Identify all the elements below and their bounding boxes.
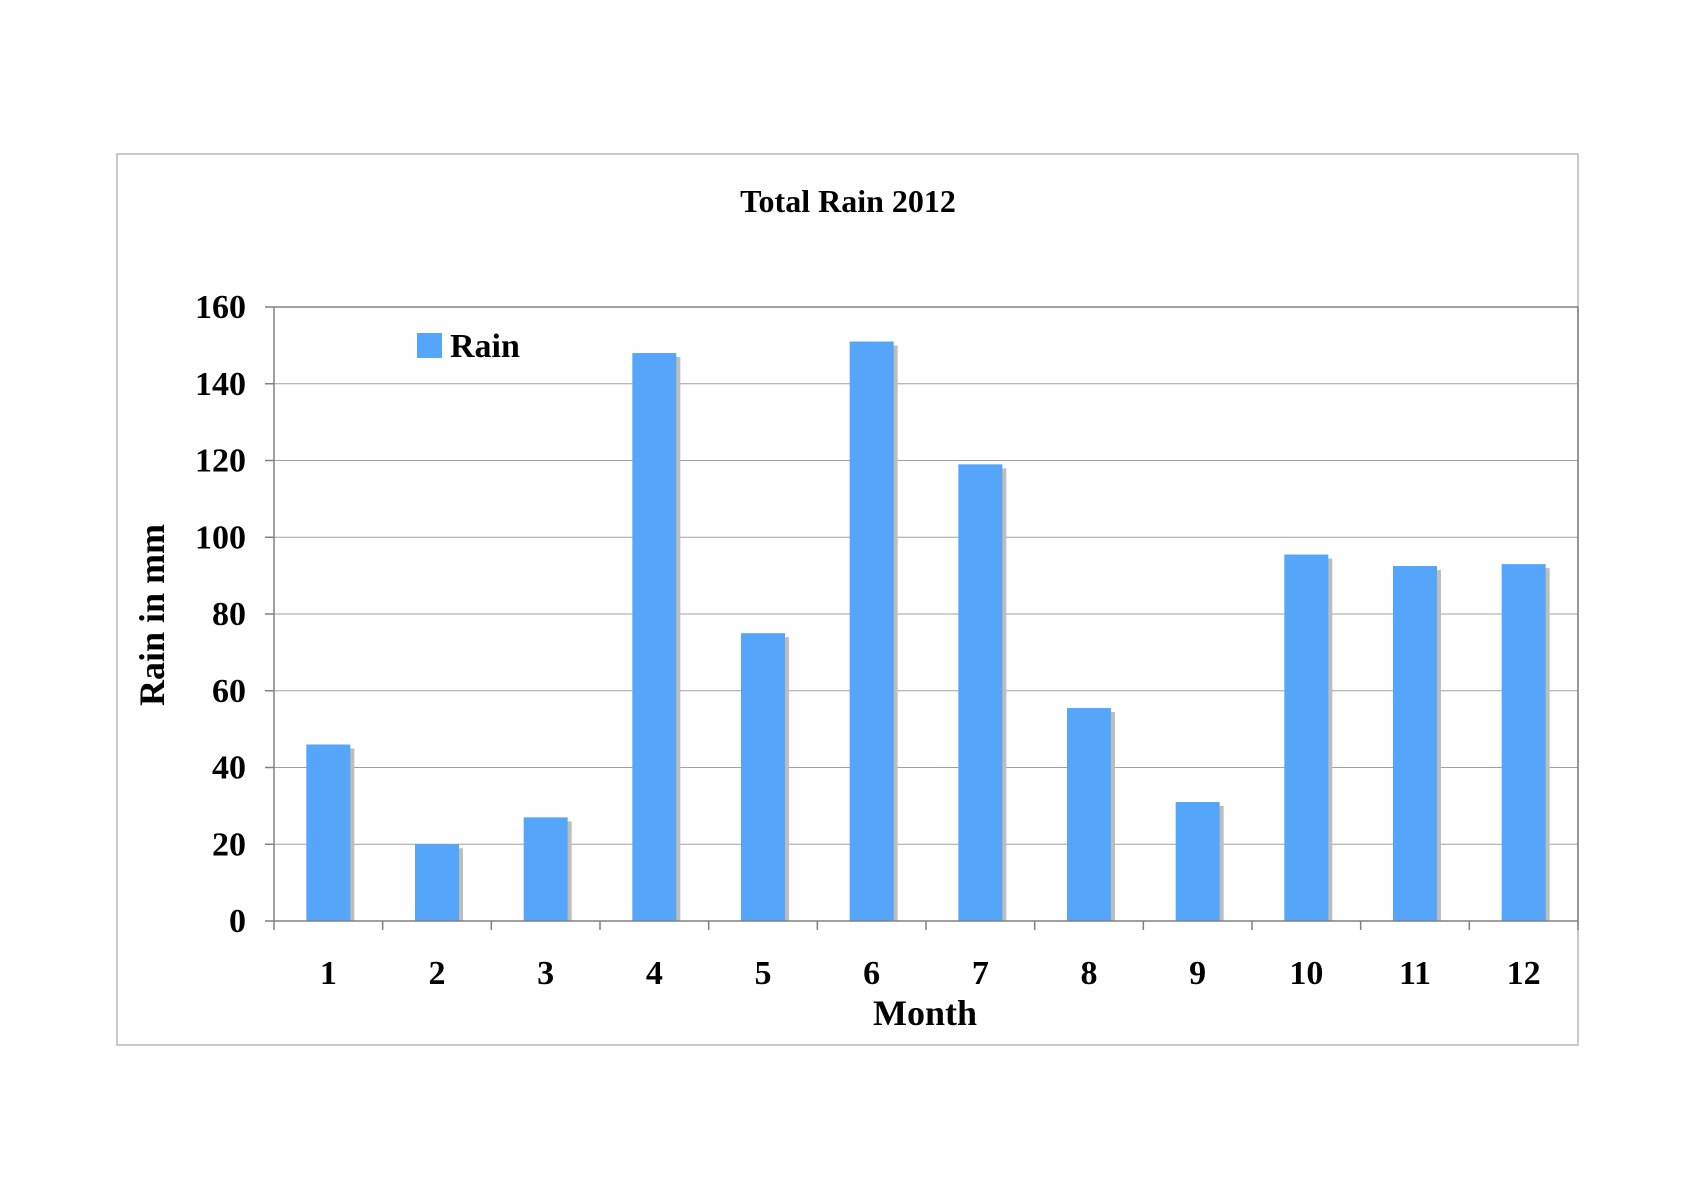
x-tick-label: 7: [972, 955, 989, 992]
bar: [523, 817, 568, 921]
x-tick-label: 6: [863, 955, 880, 992]
x-tick-labels: 1 2 3 4 5 6 7 8 9 10 11 12: [320, 955, 1541, 992]
y-tick-label: 160: [195, 289, 246, 326]
axes: [273, 306, 1579, 930]
bar: [415, 844, 459, 921]
bar: [1067, 708, 1111, 921]
bar: [741, 633, 785, 921]
bar: [1284, 554, 1329, 921]
bar: [306, 744, 351, 921]
y-tick-label: 80: [212, 596, 246, 633]
bar: [958, 464, 1003, 921]
x-tick-label: 3: [537, 955, 554, 992]
x-tick-label: 5: [755, 955, 772, 992]
x-tick-label: 12: [1507, 955, 1541, 992]
chart-title: Total Rain 2012: [740, 183, 956, 219]
y-tick-label: 60: [212, 673, 246, 710]
y-tick-label: 0: [229, 903, 246, 940]
x-tick-label: 2: [429, 955, 446, 992]
x-tick-label: 4: [646, 955, 663, 992]
bar: [849, 341, 894, 922]
legend: Rain: [417, 328, 520, 365]
x-tick-label: 1: [320, 955, 337, 992]
x-tick-label: 9: [1189, 955, 1206, 992]
x-tick-label: 8: [1081, 955, 1098, 992]
bar: [1393, 566, 1437, 921]
x-tick-label: 11: [1399, 955, 1431, 992]
y-axis-label: Rain in mm: [132, 524, 172, 706]
y-tick-label: 120: [195, 443, 246, 480]
bar: [1175, 802, 1220, 921]
y-tick-label: 100: [195, 519, 246, 556]
legend-label-rain: Rain: [450, 328, 520, 365]
x-axis-label: Month: [873, 993, 977, 1033]
bars: [306, 341, 1550, 922]
bar: [632, 353, 677, 921]
y-tick-labels: 0 20 40 60 80 100 120 140 160: [195, 289, 246, 940]
bar: [1501, 564, 1546, 921]
x-tick-label: 10: [1289, 955, 1323, 992]
y-tick-label: 20: [212, 826, 246, 863]
y-tick-label: 40: [212, 750, 246, 787]
y-tick-label: 140: [195, 366, 246, 403]
chart-frame: [116, 153, 1579, 1046]
legend-swatch-rain: [417, 333, 442, 358]
